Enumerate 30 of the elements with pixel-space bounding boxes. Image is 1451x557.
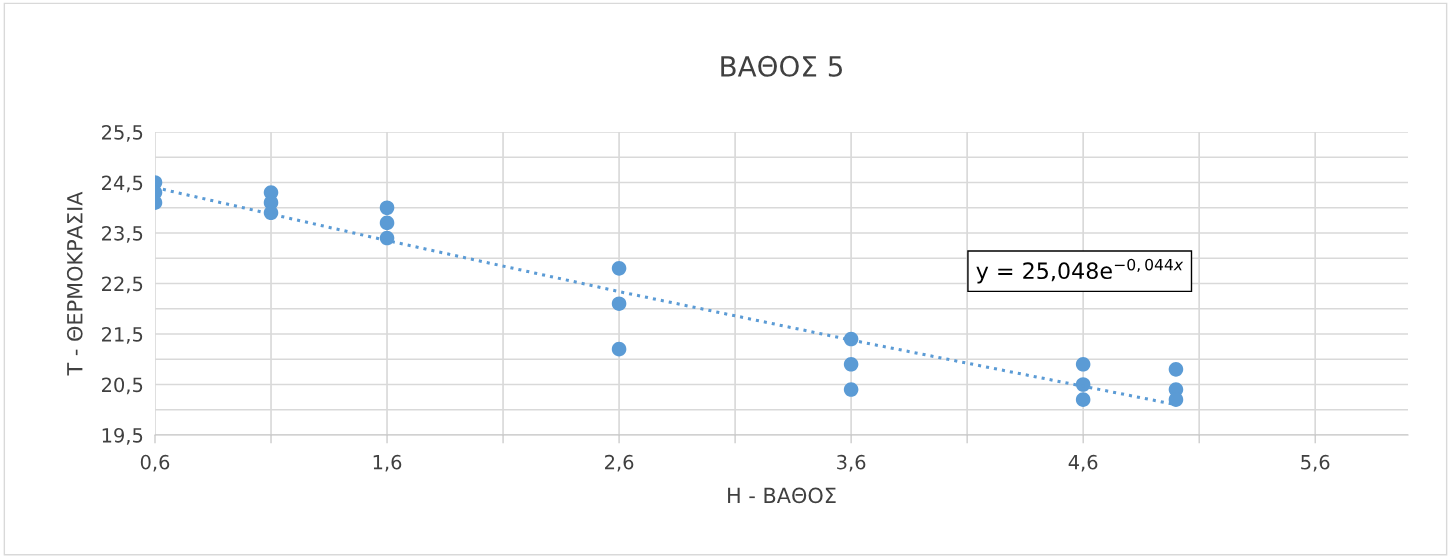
point [843, 357, 859, 372]
x-tick-label: 4,6 [1068, 454, 1098, 472]
x-tick-label: 0,6 [140, 454, 170, 472]
y-axis-title: Τ - ΘΕΡΜΟΚΡΑΣΙΑ [66, 191, 83, 376]
point [1075, 377, 1091, 392]
point [379, 230, 395, 246]
y-tick-label: 19,5 [102, 427, 143, 445]
point [1168, 392, 1184, 407]
y-tick-label: 21,5 [102, 326, 143, 344]
point [1075, 392, 1091, 407]
annotation: y = 25,048e$^{−0,044x}$ [976, 258, 1184, 284]
y-tick-label: 23,5 [102, 225, 143, 243]
x-tick-label: 3,6 [837, 454, 866, 472]
point [843, 382, 859, 397]
x-tick-label: 5,6 [1301, 454, 1330, 472]
point [379, 215, 395, 231]
x-tick-label: 1,6 [373, 454, 402, 472]
point [1075, 357, 1091, 372]
y-tick-label: 22,5 [102, 276, 143, 294]
point [379, 200, 395, 216]
x-tick-label: 2,6 [605, 454, 634, 472]
point [611, 296, 627, 311]
y-tick-label: 24,5 [102, 175, 143, 193]
point [611, 341, 627, 357]
point [611, 261, 627, 276]
x-axis-title: Η - ΒΑΘΟΣ [728, 487, 836, 504]
y-tick-label: 25,5 [102, 124, 143, 142]
chart-title: ΒΑΘΟΣ 5 [721, 55, 842, 77]
y-tick-label: 20,5 [102, 377, 143, 395]
point [1168, 362, 1184, 377]
